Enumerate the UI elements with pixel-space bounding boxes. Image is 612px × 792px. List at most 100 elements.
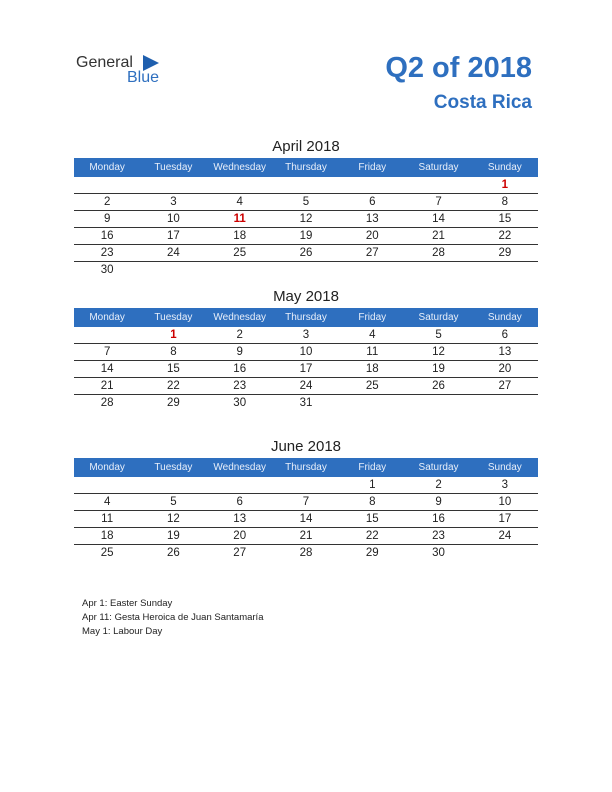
week-row: 25 26 27 28 29 30 bbox=[74, 545, 538, 562]
empty-day-cell bbox=[206, 477, 273, 494]
holiday-note: May 1: Labour Day bbox=[82, 626, 163, 637]
weekday-header: Monday bbox=[74, 158, 141, 177]
empty-day-cell bbox=[140, 177, 207, 194]
day-cell: 17 bbox=[272, 360, 340, 378]
day-cell: 21 bbox=[74, 377, 141, 395]
month-april: April 2018 Monday Tuesday Wednesday Thursday… bbox=[74, 136, 538, 278]
weekday-header: Friday bbox=[339, 458, 406, 477]
weekday-header: Sunday bbox=[471, 458, 538, 477]
weekday-header: Friday bbox=[339, 308, 406, 327]
day-cell: 5 bbox=[405, 327, 472, 344]
day-cell: 15 bbox=[471, 210, 538, 228]
weekday-header: Saturday bbox=[405, 308, 472, 327]
logo-flag-icon bbox=[143, 55, 159, 71]
day-cell: 28 bbox=[100, 397, 114, 409]
empty-day-cell bbox=[272, 477, 340, 494]
empty-day-cell bbox=[272, 177, 340, 194]
day-cell: 22 bbox=[471, 227, 538, 245]
day-cell: 25 bbox=[339, 377, 406, 395]
day-cell: 10 bbox=[471, 493, 538, 511]
day-cell: 24 bbox=[471, 527, 538, 545]
day-cell: 19 bbox=[405, 360, 472, 378]
day-cell: 31 bbox=[299, 397, 313, 409]
holiday-note: Apr 11: Gesta Heroica de Juan Santamaría bbox=[82, 612, 264, 623]
day-cell: 18 bbox=[339, 360, 406, 378]
empty-day-cell bbox=[74, 177, 141, 194]
month-may: May 2018 Monday Tuesday Wednesday Thursday Fr… bbox=[74, 286, 538, 411]
day-cell: 3 bbox=[272, 327, 340, 344]
day-cell: 11 bbox=[339, 343, 406, 361]
page-subtitle: Costa Rica bbox=[433, 92, 532, 113]
day-cell: 4 bbox=[339, 327, 406, 344]
logo: General Blue bbox=[76, 52, 186, 92]
weekday-header: Tuesday bbox=[140, 308, 207, 327]
month-title: April 2018 bbox=[272, 138, 340, 155]
day-cell: 7 bbox=[272, 493, 340, 511]
weekday-header: Thursday bbox=[272, 458, 340, 477]
logo-blue-text: Blue bbox=[127, 69, 160, 86]
empty-day-cell bbox=[74, 327, 141, 344]
day-cell: 8 bbox=[339, 493, 406, 511]
day-cell: 22 bbox=[140, 377, 207, 395]
day-cell: 11 bbox=[206, 210, 273, 228]
day-cell: 30 bbox=[432, 547, 445, 559]
day-cell: 27 bbox=[233, 547, 247, 559]
empty-day-cell bbox=[207, 262, 273, 279]
day-cell: 16 bbox=[206, 360, 273, 378]
weekday-header: Monday bbox=[74, 308, 141, 327]
day-cell: 17 bbox=[471, 510, 538, 528]
empty-day-cell bbox=[339, 177, 406, 194]
empty-day-cell bbox=[405, 395, 471, 412]
day-cell: 5 bbox=[272, 193, 340, 211]
day-cell: 7 bbox=[405, 193, 472, 211]
calendar-grid: Monday Tuesday Wednesday Thursday Friday Satu… bbox=[74, 308, 538, 411]
day-cell: 29 bbox=[365, 547, 379, 559]
weekday-header: Sunday bbox=[471, 158, 538, 177]
day-cell: 20 bbox=[471, 360, 538, 378]
day-cell: 19 bbox=[272, 227, 340, 245]
week-row: 4 5 6 7 8 9 10 bbox=[74, 493, 538, 511]
weekday-header: Wednesday bbox=[206, 308, 273, 327]
empty-day-cell bbox=[472, 395, 538, 412]
empty-day-cell bbox=[140, 262, 206, 279]
day-cell: 18 bbox=[74, 527, 141, 545]
day-cell: 4 bbox=[74, 493, 141, 511]
weekday-header: Friday bbox=[339, 158, 406, 177]
day-cell: 13 bbox=[339, 210, 406, 228]
day-cell: 28 bbox=[405, 244, 472, 262]
week-row: 16 17 18 19 20 21 22 bbox=[74, 227, 538, 245]
day-cell: 12 bbox=[405, 343, 472, 361]
day-cell: 27 bbox=[339, 244, 406, 262]
day-cell: 10 bbox=[272, 343, 340, 361]
day-cell: 13 bbox=[206, 510, 273, 528]
day-cell: 21 bbox=[272, 527, 340, 545]
day-cell: 23 bbox=[206, 377, 273, 395]
day-cell: 20 bbox=[339, 227, 406, 245]
day-cell: 26 bbox=[272, 244, 340, 262]
logo-general-text: General bbox=[76, 54, 133, 71]
day-cell: 23 bbox=[405, 527, 472, 545]
weekday-header: Wednesday bbox=[206, 458, 273, 477]
empty-day-cell bbox=[339, 262, 405, 279]
weekday-header: Monday bbox=[74, 458, 141, 477]
day-cell: 1 bbox=[471, 177, 538, 194]
calendar-grid: Monday Tuesday Wednesday Thursday Friday Satu… bbox=[74, 458, 538, 561]
month-title: June 2018 bbox=[270, 438, 342, 455]
weekday-header: Tuesday bbox=[140, 158, 207, 177]
week-row: 18 19 20 21 22 23 24 bbox=[74, 527, 538, 545]
day-cell: 18 bbox=[206, 227, 273, 245]
empty-day-cell bbox=[472, 545, 538, 562]
weekday-header: Saturday bbox=[405, 158, 472, 177]
day-cell: 26 bbox=[167, 547, 180, 559]
page-title: Q2 of 2018 bbox=[385, 52, 532, 84]
day-cell: 10 bbox=[140, 210, 207, 228]
weekday-header: Saturday bbox=[405, 458, 472, 477]
day-cell: 29 bbox=[167, 397, 180, 409]
week-row: 1 bbox=[74, 177, 538, 194]
day-cell: 1 bbox=[339, 477, 406, 494]
day-cell: 8 bbox=[140, 343, 207, 361]
weekday-header: Wednesday bbox=[206, 158, 273, 177]
day-cell: 19 bbox=[140, 527, 207, 545]
day-cell: 6 bbox=[339, 193, 406, 211]
